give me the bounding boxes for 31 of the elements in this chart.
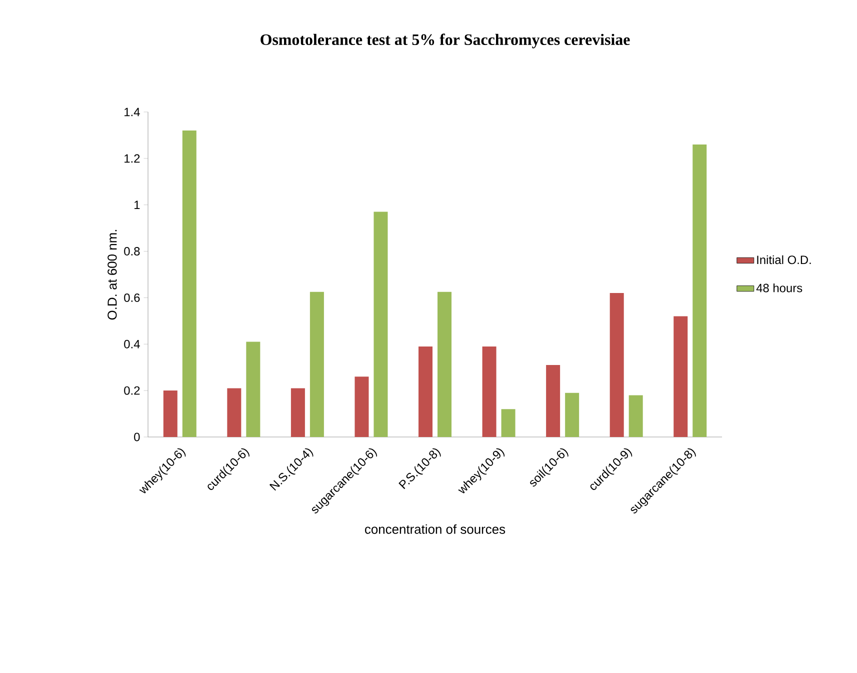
bar — [354, 376, 369, 437]
bar — [546, 365, 560, 437]
bar — [674, 316, 688, 437]
bar — [610, 293, 624, 437]
y-tick-label: 0.6 — [124, 293, 140, 302]
bar — [438, 292, 452, 437]
y-tick-label: 0.8 — [124, 247, 140, 256]
bar — [565, 392, 580, 437]
chart-title: Osmotolerance test at 5% for Sacchromyces cerevisiae — [260, 34, 630, 48]
bar — [482, 346, 496, 437]
bar — [310, 292, 324, 437]
x-axis-title: concentration of sources — [365, 524, 506, 534]
bar — [628, 395, 643, 437]
y-tick-label: 0 — [134, 432, 140, 442]
bar — [246, 342, 260, 437]
legend-label: 48 hours — [756, 283, 802, 292]
bar — [374, 212, 388, 437]
bar — [290, 388, 305, 437]
y-tick-label: 1 — [134, 200, 140, 209]
y-tick-label: 1.2 — [124, 154, 140, 163]
y-tick-label: 1.4 — [124, 108, 140, 116]
y-axis-title: O.D. at 600 nm. — [108, 230, 117, 320]
bar — [501, 409, 516, 437]
bar — [418, 346, 433, 437]
legend-label: Initial O.D. — [757, 255, 811, 264]
bar — [182, 130, 196, 437]
y-tick-label: 0.4 — [124, 340, 140, 348]
bar — [227, 388, 242, 437]
y-tick-label: 0.2 — [124, 386, 140, 395]
bar — [163, 390, 178, 437]
bar — [692, 144, 707, 437]
